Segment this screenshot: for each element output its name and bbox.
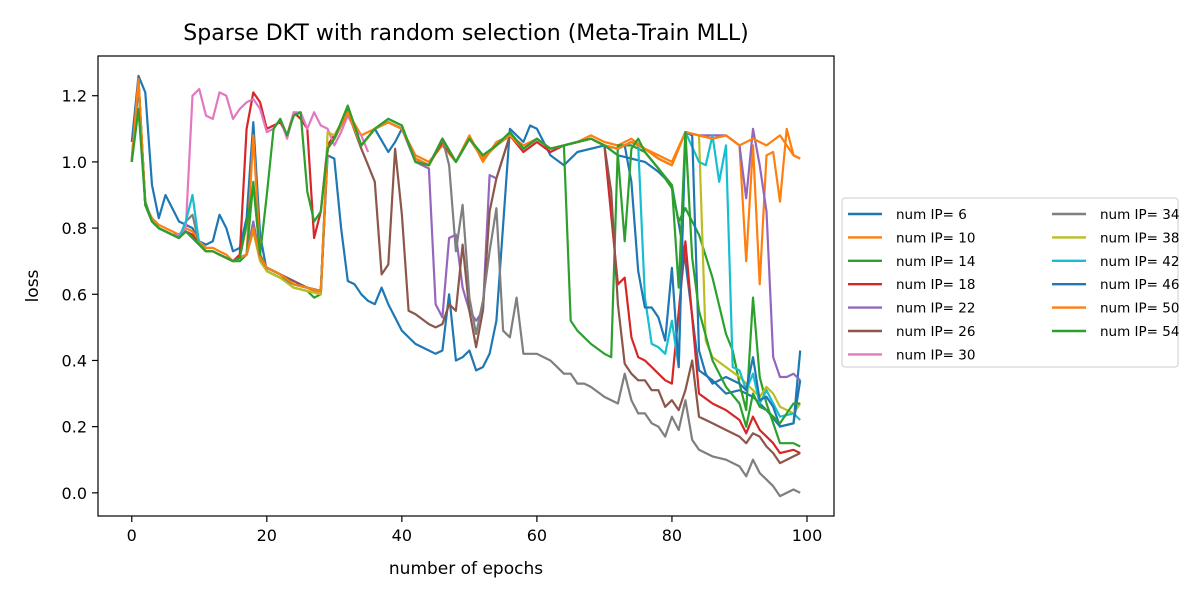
legend-label-8: num IP= 38 [1100, 230, 1179, 246]
series-lines [130, 74, 802, 498]
series-line-4 [130, 81, 801, 382]
legend-label-3: num IP= 18 [896, 277, 975, 293]
x-tick-label-0: 0 [127, 526, 137, 545]
x-axis-label: number of epochs [389, 559, 543, 579]
legend-label-9: num IP= 42 [1100, 254, 1179, 270]
chart-title: Sparse DKT with random selection (Meta-T… [183, 21, 748, 46]
legend-label-11: num IP= 50 [1100, 301, 1179, 317]
legend: num IP= 6 num IP= 10 num IP= 14 num IP= 18 n… [841, 197, 1179, 368]
legend-label-2: num IP= 14 [896, 254, 975, 270]
plot-frame [97, 55, 835, 517]
legend-label-7: num IP= 34 [1100, 207, 1179, 223]
legend-label-0: num IP= 6 [896, 207, 967, 223]
y-tick-label-4: 0.8 [62, 219, 87, 238]
x-tick-label-5: 100 [792, 526, 823, 545]
y-axis-ticks: 0.0 0.2 0.4 0.6 0.8 1.0 1.2 [62, 87, 98, 503]
x-tick-label-2: 40 [392, 526, 412, 545]
legend-label-5: num IP= 26 [896, 324, 975, 340]
legend-label-1: num IP= 10 [896, 230, 975, 246]
y-tick-label-6: 1.2 [62, 87, 87, 106]
y-tick-label-0: 0.0 [62, 484, 87, 503]
legend-label-6: num IP= 30 [896, 347, 975, 363]
y-tick-label-2: 0.4 [62, 351, 87, 370]
legend-label-12: num IP= 54 [1100, 324, 1179, 340]
legend-label-10: num IP= 46 [1100, 277, 1179, 293]
y-tick-label-1: 0.2 [62, 418, 87, 437]
series-line-12 [130, 104, 801, 428]
x-axis-ticks: 0 20 40 60 80 100 [127, 516, 823, 545]
plot-area [130, 74, 802, 498]
legend-box [841, 197, 1179, 368]
y-tick-label-3: 0.6 [62, 285, 87, 304]
x-tick-label-3: 60 [527, 526, 547, 545]
x-tick-label-4: 80 [662, 526, 682, 545]
x-tick-label-1: 20 [257, 526, 277, 545]
legend-label-4: num IP= 22 [896, 301, 975, 317]
y-tick-label-5: 1.0 [62, 153, 87, 172]
y-axis-label: loss [23, 269, 43, 302]
series-line-0 [130, 74, 802, 428]
